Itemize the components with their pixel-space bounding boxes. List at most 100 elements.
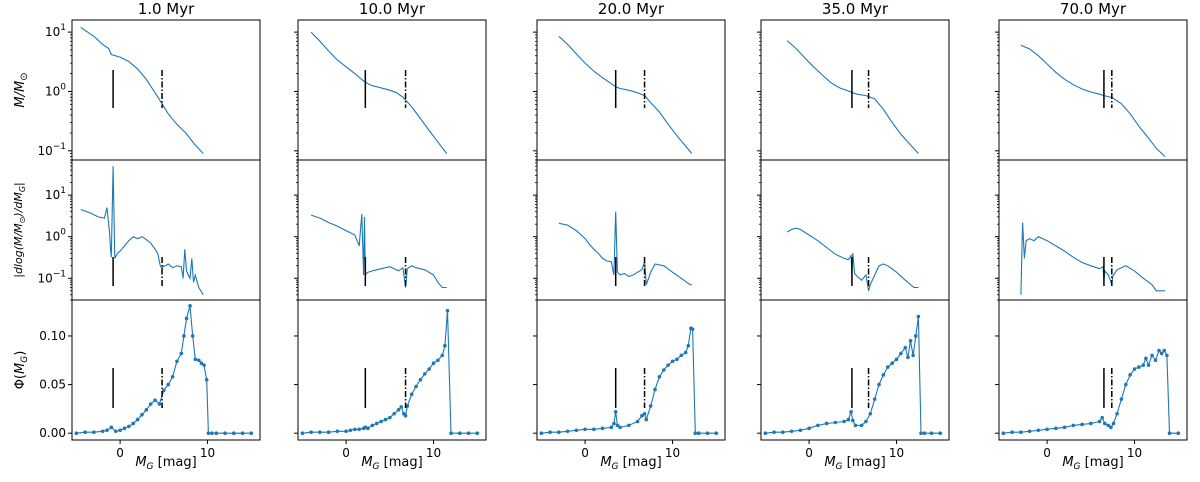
y-tick-label: 10−1: [37, 269, 66, 285]
series-line: [80, 166, 204, 296]
data-point: [881, 373, 886, 377]
series-line: [1020, 44, 1166, 158]
data-point: [1157, 348, 1161, 353]
data-point: [906, 355, 910, 360]
data-point: [74, 431, 79, 435]
data-point: [1062, 425, 1067, 430]
data-point: [1097, 419, 1102, 424]
data-point: [653, 387, 657, 392]
data-point: [240, 431, 245, 435]
y-axis-label-derivative: |dlog(M/M⊙)/dMG|: [12, 182, 27, 278]
data-point: [772, 430, 776, 435]
data-point: [206, 431, 211, 435]
x-tick-label: 0: [1043, 446, 1051, 460]
data-point: [1128, 373, 1132, 377]
data-point: [210, 431, 214, 435]
data-point: [938, 431, 943, 435]
series-line: [76, 305, 252, 434]
y-tick-label: 100: [45, 82, 66, 98]
data-point: [1162, 348, 1167, 353]
data-point: [714, 431, 719, 435]
data-point: [816, 423, 820, 428]
data-point: [574, 428, 579, 433]
data-point: [824, 421, 829, 426]
data-point: [214, 431, 219, 435]
x-axis-label: MG [mag]: [361, 455, 422, 472]
data-point: [166, 382, 170, 387]
x-axis-label: MG [mag]: [1062, 455, 1123, 472]
panel-frame: [536, 299, 726, 441]
data-point: [916, 314, 921, 319]
data-point: [868, 411, 873, 416]
data-point: [548, 430, 552, 435]
data-point: [1036, 428, 1041, 433]
data-point: [204, 377, 209, 382]
data-point: [449, 431, 453, 435]
data-point: [392, 411, 396, 416]
data-point: [170, 375, 175, 379]
data-point: [908, 339, 913, 343]
data-point: [919, 431, 923, 435]
data-point: [199, 361, 204, 365]
data-point: [131, 421, 136, 426]
panel-3-row-2: [533, 159, 726, 301]
data-point: [135, 417, 140, 422]
x-tick-label: 0: [581, 446, 589, 460]
data-point: [231, 431, 236, 435]
data-point: [842, 419, 846, 424]
data-point: [627, 423, 631, 428]
data-point: [644, 417, 649, 422]
data-point: [1001, 431, 1006, 435]
data-point: [1119, 397, 1124, 401]
data-point: [188, 304, 192, 308]
data-point: [846, 417, 851, 422]
data-point: [872, 397, 877, 401]
data-point: [1100, 415, 1104, 420]
data-point: [675, 357, 679, 362]
data-point: [414, 384, 418, 389]
panel-title: 35.0 Myr: [822, 0, 889, 18]
data-point: [223, 431, 227, 435]
data-point: [370, 423, 375, 428]
y-axis-label-mass: M/M⊙: [13, 72, 30, 107]
data-point: [144, 408, 149, 412]
data-point: [1150, 353, 1154, 358]
panel-title: 1.0 Myr: [138, 0, 195, 18]
series-line: [541, 327, 717, 434]
data-point: [618, 425, 622, 430]
data-point: [157, 402, 162, 406]
data-point: [300, 431, 305, 435]
data-point: [388, 415, 392, 420]
data-point: [162, 388, 166, 393]
data-point: [1167, 431, 1172, 435]
data-point: [885, 365, 890, 369]
panel-frame: [71, 19, 261, 161]
data-point: [1144, 356, 1148, 361]
data-point: [849, 410, 853, 414]
data-point: [202, 363, 206, 367]
data-point: [418, 377, 423, 382]
data-point: [379, 419, 383, 424]
data-point: [642, 411, 647, 416]
data-point: [148, 402, 153, 406]
data-point: [179, 351, 184, 356]
data-point: [366, 426, 370, 431]
data-point: [436, 358, 440, 363]
data-point: [122, 426, 127, 431]
data-point: [1080, 422, 1084, 427]
data-point: [833, 420, 838, 425]
panel-frame: [760, 19, 950, 161]
data-point: [1103, 421, 1107, 426]
data-point: [457, 431, 462, 435]
data-point: [1141, 363, 1146, 367]
data-point: [109, 425, 114, 430]
data-point: [929, 431, 934, 435]
data-point: [105, 428, 109, 433]
data-point: [683, 350, 688, 355]
data-point: [1109, 425, 1113, 430]
data-point: [592, 427, 596, 432]
data-point: [922, 431, 927, 435]
data-point: [913, 334, 918, 338]
x-tick-label: 0: [805, 446, 813, 460]
